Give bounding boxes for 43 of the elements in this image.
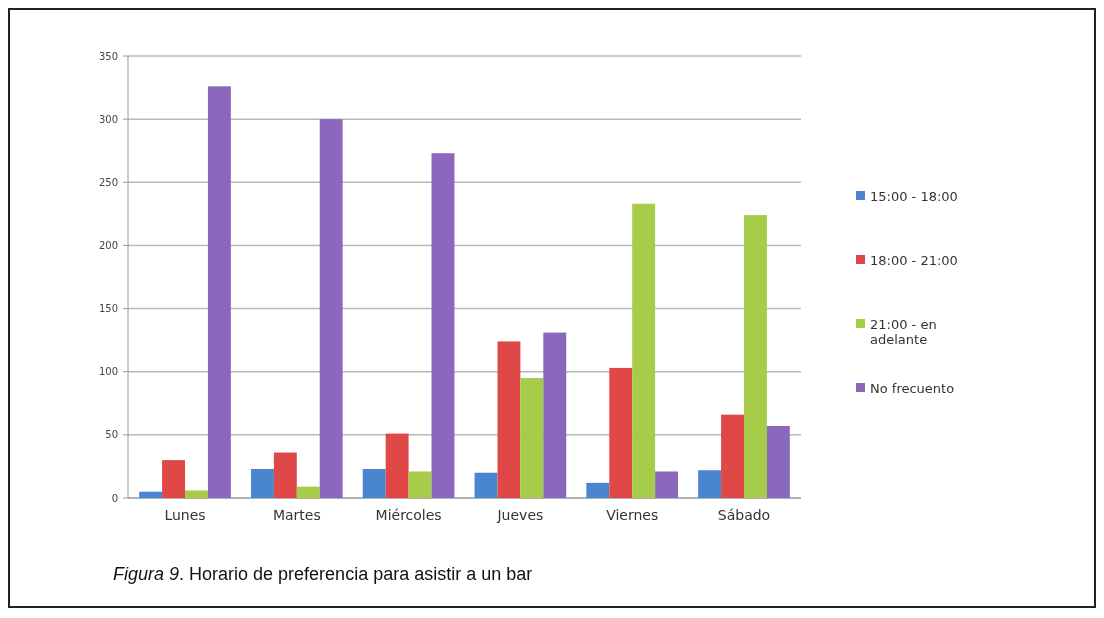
y-tick-label: 100	[98, 366, 118, 378]
bar	[185, 490, 208, 498]
bar	[743, 215, 767, 498]
bar	[431, 153, 455, 498]
x-tick-label: Lunes	[164, 507, 206, 523]
bar	[319, 119, 343, 498]
bar	[520, 378, 544, 498]
bar	[586, 482, 610, 498]
text: Figura 9. Horario de preferencia para asistir a un bar	[113, 564, 533, 584]
bar	[632, 203, 656, 498]
y-tick-label: 350	[98, 50, 118, 62]
bar	[721, 414, 744, 498]
bar	[655, 471, 679, 498]
bar	[139, 491, 163, 498]
x-tick-label: Jueves	[496, 507, 544, 523]
x-tick-label: Sábado	[717, 507, 771, 523]
bar	[385, 433, 409, 498]
y-tick-label: 150	[98, 303, 118, 315]
y-tick-label: 300	[98, 113, 118, 125]
legend-label: No frecuento	[870, 380, 955, 396]
x-tick-label: Miércoles	[375, 507, 442, 523]
legend-label: 18:00 - 21:00	[870, 252, 958, 268]
y-tick-label: 200	[98, 239, 118, 251]
bar	[207, 86, 231, 498]
x-tick-label: Martes	[272, 507, 321, 523]
y-tick-label: 250	[98, 176, 118, 188]
bar	[162, 460, 186, 498]
bar	[474, 472, 498, 498]
bar	[408, 471, 432, 498]
legend-label: 15:00 - 18:00	[870, 188, 958, 204]
y-tick-label: 50	[105, 429, 118, 441]
bar	[362, 468, 386, 498]
bar	[543, 332, 567, 498]
bar	[296, 486, 320, 498]
bar	[273, 452, 297, 498]
bar	[250, 468, 274, 498]
legend-label: 21:00 - en adelante	[870, 316, 937, 348]
x-tick-label: Viernes	[606, 507, 659, 523]
bar	[766, 426, 790, 498]
y-tick-label: 0	[111, 492, 118, 504]
bar	[698, 470, 722, 498]
bar	[497, 341, 521, 498]
bar	[609, 367, 633, 498]
